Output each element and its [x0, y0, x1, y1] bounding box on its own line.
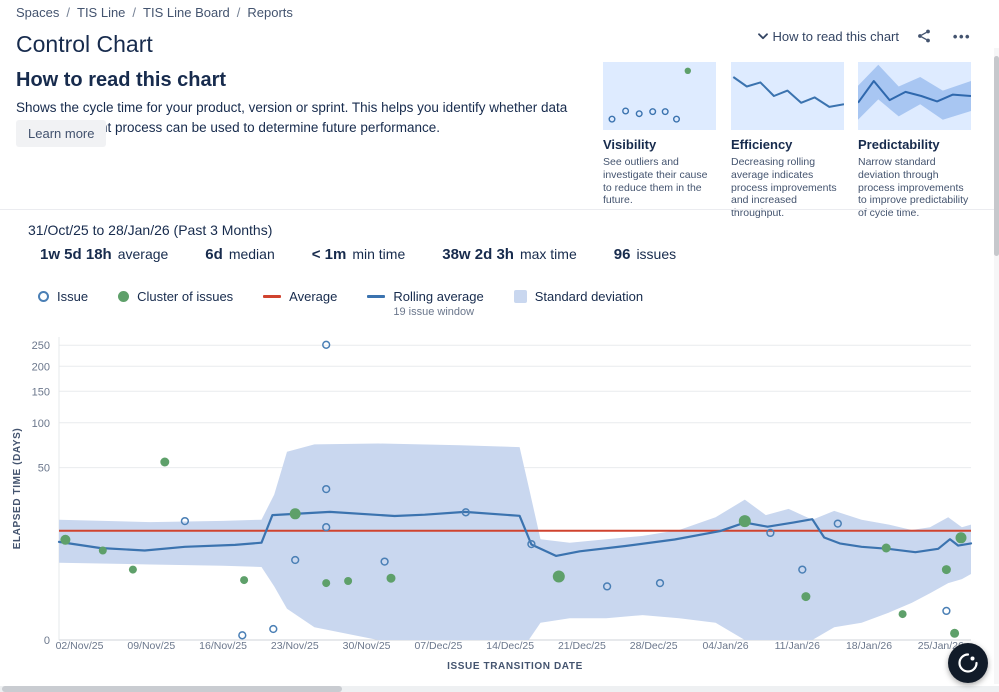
legend-label: Rolling average — [393, 289, 484, 304]
stat-value: 96 — [613, 246, 631, 263]
svg-text:02/Nov/25: 02/Nov/25 — [56, 640, 104, 652]
svg-text:30/Nov/25: 30/Nov/25 — [343, 640, 391, 652]
legend-item-std-deviation[interactable]: Standard deviation — [513, 289, 644, 304]
help-section-title: Predictability — [858, 137, 940, 152]
breadcrumb-separator: / — [66, 5, 70, 20]
svg-text:ISSUE TRANSITION DATE: ISSUE TRANSITION DATE — [447, 661, 583, 672]
share-icon — [916, 28, 932, 44]
help-section-description: See outliers and investigate their cause… — [603, 156, 708, 207]
svg-text:50: 50 — [38, 463, 50, 475]
stat-label: issues — [636, 246, 677, 262]
breadcrumb-separator: / — [236, 5, 241, 20]
help-section-title: Visibility — [603, 137, 657, 152]
svg-text:09/Nov/25: 09/Nov/25 — [127, 640, 175, 652]
chart-legend: Issue Cluster of issues Average Rolling … — [38, 289, 643, 318]
stat-label: min time — [352, 246, 406, 262]
legend-label: Issue — [57, 289, 89, 304]
svg-text:16/Nov/25: 16/Nov/25 — [199, 640, 247, 652]
breadcrumb-item-tis-line[interactable]: TIS Line — [77, 5, 126, 20]
legend-item-average[interactable]: Average — [263, 289, 337, 304]
predictability-thumbnail-chart — [858, 62, 971, 130]
breadcrumb: Spaces / TIS Line / TIS Line Board / Rep… — [16, 5, 293, 20]
more-icon: ••• — [952, 28, 972, 44]
stat-label: max time — [519, 246, 577, 262]
control-chart-canvas[interactable]: 0 50 100 150 200 250 02/Nov/25 09/Nov/25 16/Nov/… — [0, 330, 999, 680]
std-deviation-swatch-icon — [513, 290, 527, 303]
stat-min-time: < 1m min time — [312, 246, 406, 263]
legend-item-rolling-average[interactable]: Rolling average 19 issue window — [367, 289, 484, 318]
legend-item-issue[interactable]: Issue — [38, 289, 88, 304]
breadcrumb-item-spaces[interactable]: Spaces — [16, 5, 60, 20]
stat-max-time: 38w 2d 3h max time — [442, 246, 577, 263]
vertical-scrollbar[interactable] — [994, 48, 999, 684]
horizontal-scrollbar[interactable] — [0, 686, 999, 692]
cluster-swatch-icon — [118, 291, 130, 302]
average-line-swatch-icon — [263, 295, 282, 298]
breadcrumb-item-tis-line-board[interactable]: TIS Line Board — [143, 5, 230, 20]
svg-text:100: 100 — [32, 418, 50, 430]
stat-average: 1w 5d 18h average — [40, 246, 168, 263]
help-section-description: Decreasing rolling average indicates pro… — [731, 156, 837, 220]
svg-text:07/Dec/25: 07/Dec/25 — [414, 640, 462, 652]
svg-text:23/Nov/25: 23/Nov/25 — [271, 640, 319, 652]
header-actions: How to read this chart ••• — [755, 23, 975, 49]
learn-more-button[interactable]: Learn more — [16, 120, 107, 147]
assistant-icon — [958, 653, 978, 673]
svg-text:250: 250 — [32, 340, 50, 352]
svg-text:04/Jan/26: 04/Jan/26 — [702, 640, 748, 652]
help-section-predictability: Predictability Narrow standard deviation… — [858, 62, 971, 220]
svg-text:ELAPSED TIME (DAYS): ELAPSED TIME (DAYS) — [12, 428, 23, 550]
help-section-description: Narrow standard deviation through proces… — [858, 156, 969, 220]
svg-text:14/Dec/25: 14/Dec/25 — [486, 640, 534, 652]
section-divider — [0, 209, 999, 210]
stat-label: average — [117, 246, 169, 262]
stat-median: 6d median — [205, 246, 274, 263]
horizontal-scrollbar-thumb[interactable] — [2, 686, 342, 692]
svg-text:28/Dec/25: 28/Dec/25 — [630, 640, 678, 652]
stat-value: 38w 2d 3h — [442, 246, 514, 263]
svg-text:0: 0 — [44, 635, 50, 647]
svg-text:18/Jan/26: 18/Jan/26 — [846, 640, 892, 652]
svg-text:200: 200 — [32, 361, 50, 373]
breadcrumb-separator: / — [132, 5, 137, 20]
how-to-read-label: How to read this chart — [772, 28, 899, 44]
summary-stats: 1w 5d 18h average 6d median < 1m min time 3… — [40, 246, 676, 263]
svg-text:150: 150 — [32, 386, 50, 398]
help-panel-description: Shows the cycle time for your product, v… — [16, 99, 568, 135]
svg-text:21/Dec/25: 21/Dec/25 — [558, 640, 606, 652]
legend-label: Average — [289, 289, 338, 304]
legend-label: Cluster of issues — [137, 289, 234, 304]
legend-label: Standard deviation — [534, 289, 644, 304]
share-button[interactable] — [911, 23, 937, 49]
legend-sublabel: 19 issue window — [393, 306, 475, 318]
stat-value: 1w 5d 18h — [40, 246, 112, 263]
legend-item-cluster[interactable]: Cluster of issues — [118, 289, 233, 304]
issue-swatch-icon — [38, 291, 49, 302]
breadcrumb-item-reports[interactable]: Reports — [247, 5, 293, 20]
how-to-read-toggle[interactable]: How to read this chart — [755, 28, 899, 44]
vertical-scrollbar-thumb[interactable] — [994, 56, 999, 256]
visibility-thumbnail-chart — [603, 62, 716, 130]
efficiency-thumbnail-chart — [731, 62, 844, 130]
date-range: 31/Oct/25 to 28/Jan/26 (Past 3 Months) — [28, 222, 273, 238]
help-section-title: Efficiency — [731, 137, 793, 152]
stat-issues: 96 issues — [614, 246, 676, 263]
help-panel-title: How to read this chart — [16, 68, 227, 91]
stat-label: median — [228, 246, 275, 262]
more-button[interactable]: ••• — [949, 23, 975, 49]
help-section-efficiency: Efficiency Decreasing rolling average in… — [731, 62, 844, 220]
chevron-down-icon — [755, 28, 771, 44]
stat-value: < 1m — [311, 246, 347, 263]
svg-text:11/Jan/26: 11/Jan/26 — [775, 640, 821, 652]
assistant-fab-button[interactable] — [948, 643, 988, 683]
help-section-visibility: Visibility See outliers and investigate … — [603, 62, 716, 207]
stat-value: 6d — [205, 246, 223, 263]
rolling-average-line-swatch-icon — [367, 295, 386, 298]
page-title: Control Chart — [16, 31, 153, 58]
